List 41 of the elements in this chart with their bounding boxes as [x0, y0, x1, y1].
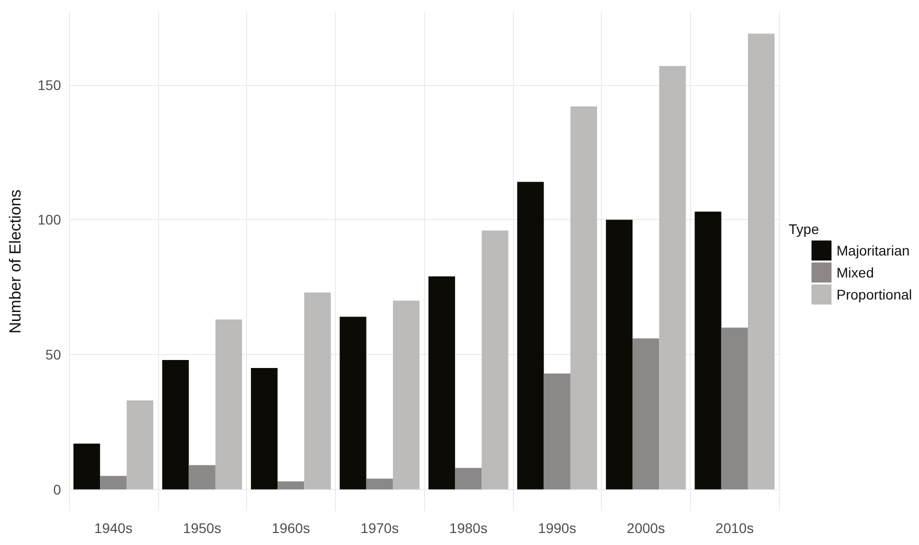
bar: [606, 220, 633, 490]
x-tick-label: 1970s: [360, 520, 399, 536]
bar: [659, 66, 686, 490]
legend-title: Type: [788, 221, 820, 237]
x-tick-label: 1950s: [183, 520, 222, 536]
x-tick-label: 1940s: [94, 520, 132, 536]
bar: [570, 106, 598, 490]
bar: [100, 476, 127, 490]
bar: [428, 276, 456, 490]
x-tick-label: 2000s: [626, 520, 665, 536]
legend-label: Proportional: [836, 286, 912, 302]
bar: [694, 212, 722, 490]
legend-label: Mixed: [836, 264, 874, 280]
bar: [482, 230, 508, 490]
y-axis-title: Number of Elections: [8, 189, 24, 334]
bar: [73, 444, 100, 490]
x-tick-label: 2010s: [716, 520, 754, 536]
bar: [215, 319, 242, 490]
bar: [366, 478, 393, 490]
bar: [721, 328, 748, 490]
y-tick-label: 150: [38, 76, 62, 93]
x-tick-label: 1980s: [449, 520, 488, 536]
bar: [250, 368, 278, 490]
bar: [517, 182, 544, 490]
bar: [340, 316, 366, 490]
y-tick-label: 50: [45, 346, 62, 363]
y-tick-label: 100: [38, 212, 62, 228]
bar: [304, 292, 331, 490]
bar: [455, 468, 482, 490]
x-tick-label: 1960s: [272, 520, 310, 536]
bar: [188, 465, 216, 490]
bar: [544, 373, 570, 490]
bar: [162, 360, 189, 490]
legend-label: Majoritarian: [836, 242, 910, 258]
x-tick-label: 1990s: [538, 520, 576, 536]
bar: [748, 34, 775, 490]
bar: [126, 400, 154, 490]
bar: [278, 481, 304, 490]
bar: [392, 300, 420, 490]
bar: [632, 338, 660, 490]
y-tick-label: 0: [53, 481, 62, 498]
